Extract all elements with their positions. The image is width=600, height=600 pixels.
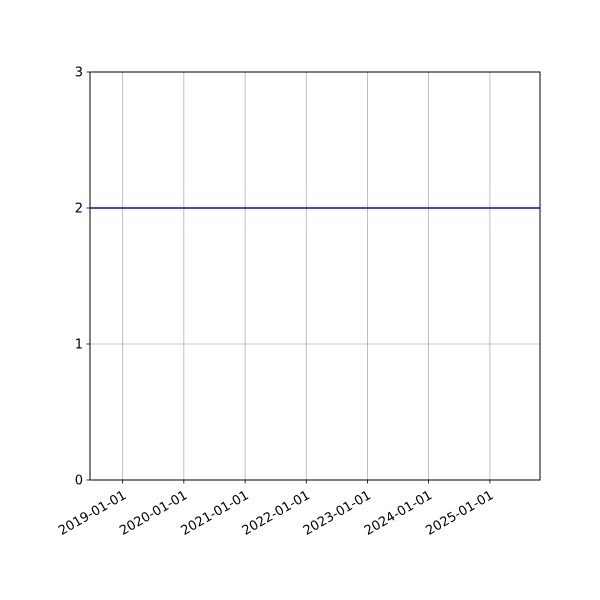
x-tick-label: 2020-01-01 xyxy=(117,488,190,539)
x-tick-label: 2024-01-01 xyxy=(362,488,435,539)
x-tick-label: 2019-01-01 xyxy=(56,488,129,539)
x-tick-label: 2022-01-01 xyxy=(240,488,313,539)
grid xyxy=(90,71,540,481)
x-tick-label: 2023-01-01 xyxy=(301,488,374,539)
y-tick-label: 0 xyxy=(75,474,83,489)
y-tick-label: 3 xyxy=(75,66,83,81)
plot-frame xyxy=(89,71,541,481)
y-tick-label: 2 xyxy=(75,202,83,217)
y-tick-label: 1 xyxy=(75,338,83,353)
x-tick-label: 2025-01-01 xyxy=(423,488,496,539)
x-tick-label: 2021-01-01 xyxy=(179,488,252,539)
x-axis: 2019-01-012020-01-012021-01-012022-01-01… xyxy=(56,480,496,539)
y-axis: 0 1 2 3 xyxy=(75,66,90,489)
